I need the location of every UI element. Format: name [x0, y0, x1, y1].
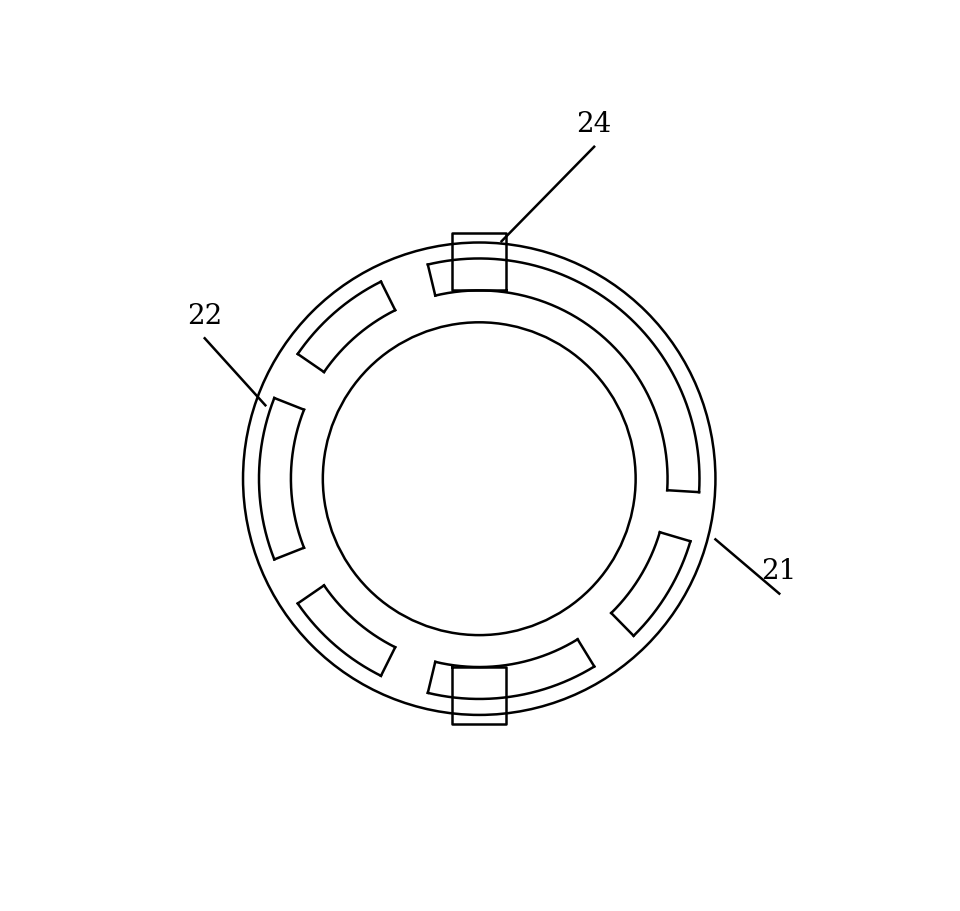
Text: 22: 22 [187, 302, 223, 329]
Text: 21: 21 [761, 558, 797, 585]
Text: 24: 24 [577, 111, 612, 138]
